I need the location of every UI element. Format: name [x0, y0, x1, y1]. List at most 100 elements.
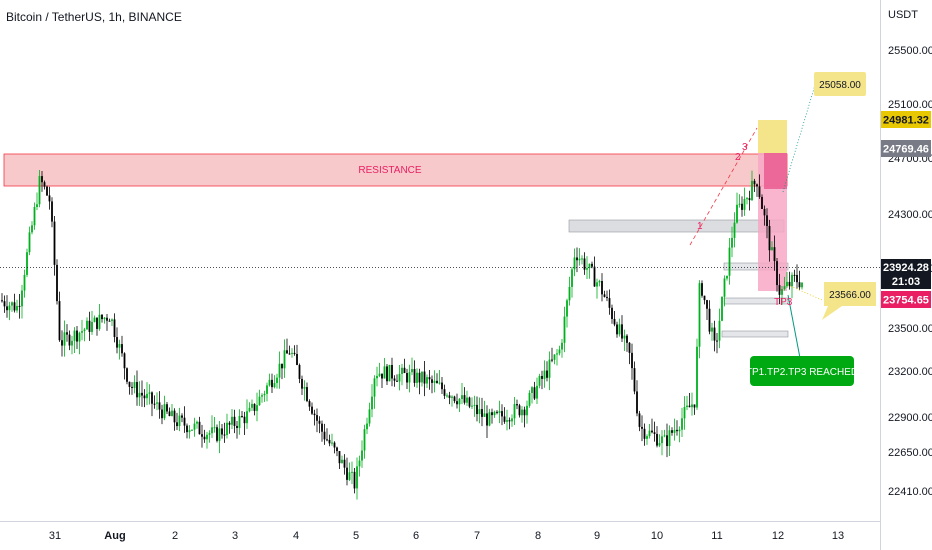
candle-body [338, 451, 341, 464]
last-tag-price: 23924.28 [883, 262, 929, 274]
candle-body [573, 257, 576, 270]
low-tag-text: 23754.65 [883, 295, 929, 307]
candle-body [408, 372, 411, 383]
time-axis[interactable]: 31 Aug 2 3 4 5 6 7 8 9 10 11 12 13 [49, 530, 844, 542]
candle-body [793, 274, 796, 276]
stop-callout[interactable]: 23566.00 [822, 282, 876, 320]
candle-body [208, 433, 211, 435]
candle-body [726, 275, 728, 279]
candle-body [373, 378, 376, 397]
candle-body [93, 317, 96, 322]
candle-body [121, 344, 123, 354]
candle-body [6, 306, 8, 311]
candle-body [416, 372, 418, 383]
candle-body [228, 422, 231, 425]
candle-body [471, 405, 473, 407]
tp-reached-text: TP1.TP2.TP3 REACHED [746, 367, 858, 378]
candle-body [741, 203, 743, 210]
candle-body [756, 184, 758, 187]
candle-body [491, 412, 493, 416]
target-zone-box[interactable] [758, 120, 787, 153]
candle-body [33, 206, 36, 226]
candle-body [231, 416, 233, 425]
time-tick-label: 12 [772, 530, 784, 542]
candle-body [66, 332, 68, 335]
tp2-box[interactable] [723, 297, 789, 305]
candle-body [56, 264, 58, 302]
candle-body [453, 396, 456, 402]
candle-body [668, 430, 671, 447]
candle-body [783, 286, 786, 290]
candle-body [686, 405, 688, 408]
candle-body [676, 429, 678, 432]
target-callout[interactable]: 25058.00 [814, 72, 866, 96]
price-tick-label: 25500.00 [888, 45, 932, 57]
candle-body [568, 286, 571, 301]
time-tick-label: 4 [293, 530, 299, 542]
candle-body [631, 352, 633, 369]
resistance-rect[interactable] [3, 153, 788, 187]
stop-callout-box[interactable] [822, 282, 876, 320]
candle-body [433, 380, 436, 383]
candle-body [648, 430, 651, 437]
target-callout-box[interactable] [814, 72, 866, 96]
candle-body [368, 409, 371, 424]
candle-body [431, 379, 433, 383]
candle-body [751, 180, 753, 201]
candle-body [251, 403, 253, 408]
candle-body [386, 366, 388, 382]
candle-body [28, 232, 31, 253]
candle-body [11, 302, 13, 306]
candle-body [446, 395, 448, 397]
candle-body [563, 316, 566, 343]
candle-body [723, 278, 726, 297]
candle-body [703, 295, 706, 301]
price-axis[interactable]: 25500.0025100.0024700.0024300.0023900.00… [888, 45, 932, 498]
candle-body [171, 410, 173, 417]
candle-body [603, 294, 606, 297]
candle-body [381, 373, 383, 379]
candle-body [616, 324, 618, 335]
candle-body [296, 353, 298, 366]
candle-body [658, 443, 661, 446]
candle-body [23, 274, 26, 291]
candle-body [656, 433, 658, 446]
candle-body [151, 392, 153, 404]
candle-body [576, 257, 578, 261]
candle-body [476, 404, 478, 415]
candle-body [371, 396, 373, 410]
price-tick-label: 22650.00 [888, 447, 932, 459]
candle-body [18, 305, 21, 307]
candle-body [786, 281, 788, 287]
candle-body [366, 423, 368, 430]
candle-body [348, 472, 351, 480]
candle-body [238, 415, 241, 429]
candle-body [421, 371, 423, 383]
candle-body [673, 429, 676, 433]
candle-body [191, 429, 193, 431]
candle-body [638, 413, 641, 427]
time-tick-label: 31 [49, 530, 61, 542]
candle-body [618, 324, 621, 335]
candle-body [16, 305, 18, 311]
candle-body [281, 363, 283, 369]
candle-body [436, 380, 438, 384]
tp1-box[interactable] [723, 262, 789, 271]
candle-body [313, 413, 316, 416]
tp-reached-callout[interactable]: TP1.TP2.TP3 REACHED [746, 356, 858, 386]
candle-body [651, 430, 653, 433]
candle-body [1, 300, 3, 302]
candle-body [523, 409, 526, 416]
last-price-tag: 23924.28 21:03 [881, 259, 931, 289]
tp3-box[interactable] [721, 330, 789, 338]
candle-body [68, 334, 71, 346]
candle-body [791, 274, 793, 287]
candle-body [508, 420, 511, 422]
candle-body [383, 366, 386, 379]
support-box-upper[interactable] [568, 219, 785, 233]
candle-body [243, 416, 246, 424]
resistance-zone[interactable]: RESISTANCE [3, 153, 788, 187]
tp-reached-box[interactable] [750, 356, 854, 386]
candle-body [613, 318, 616, 325]
